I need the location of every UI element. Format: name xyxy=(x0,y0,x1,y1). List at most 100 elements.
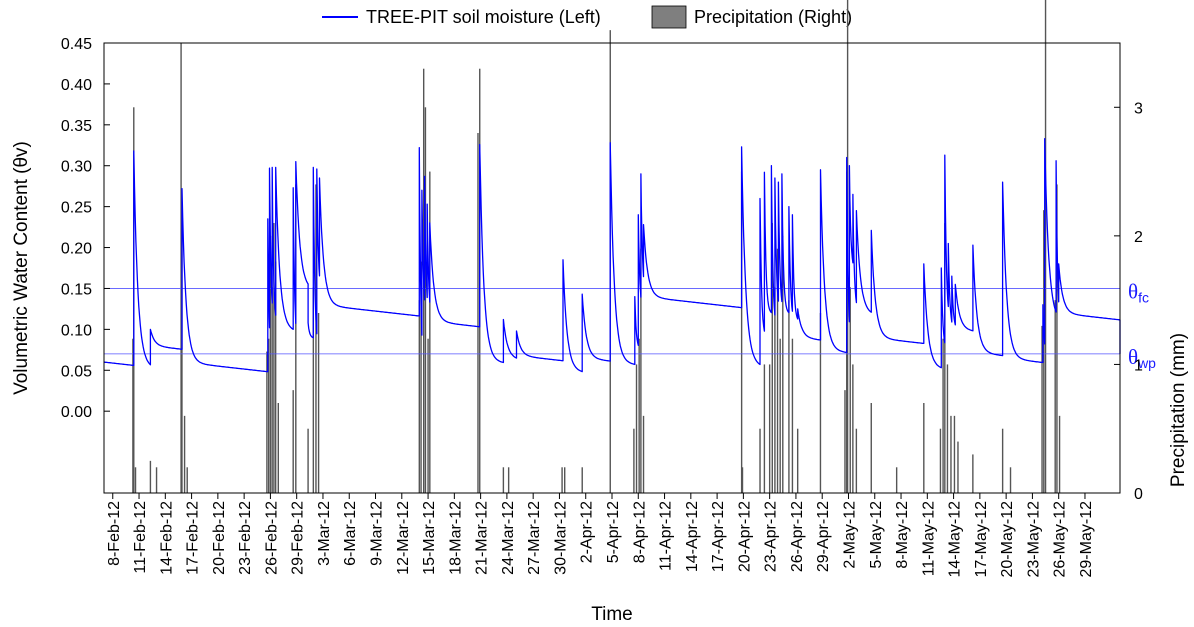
y-left-tick-label-8: 0.40 xyxy=(61,77,92,94)
precip-bar-30 xyxy=(502,467,505,493)
x-tick-label-32: 14-May-12 xyxy=(947,501,964,578)
x-tick-label-9: 6-Mar-12 xyxy=(342,501,359,566)
x-tick-label-5: 23-Feb-12 xyxy=(237,501,254,575)
precip-bar-62 xyxy=(895,467,898,493)
y-left-tick-label-0: 0.00 xyxy=(61,404,92,421)
precip-bar-14 xyxy=(274,261,277,493)
x-tick-label-8: 3-Mar-12 xyxy=(316,501,333,566)
precip-bar-18 xyxy=(307,428,309,493)
precip-bar-69 xyxy=(953,415,956,493)
precip-bar-75 xyxy=(1043,210,1045,493)
precip-bar-12 xyxy=(271,287,273,493)
reference-label-1: θwp xyxy=(1128,345,1156,371)
x-tick-label-26: 26-Apr-12 xyxy=(789,501,806,572)
x-tick-label-11: 12-Mar-12 xyxy=(395,501,412,575)
x-tick-label-35: 23-May-12 xyxy=(1025,501,1042,578)
y-left-tick-label-4: 0.20 xyxy=(61,241,92,258)
precip-bar-13 xyxy=(273,223,275,493)
y-left-tick-label-5: 0.25 xyxy=(61,200,92,217)
reference-lines: θfc θwp xyxy=(104,279,1156,371)
precip-bar-26 xyxy=(427,338,429,493)
y-right-tick-label-1: 1 xyxy=(1134,357,1143,374)
precip-bar-64 xyxy=(939,428,942,493)
x-tick-label-33: 17-May-12 xyxy=(973,501,990,578)
precip-bar-36 xyxy=(633,428,635,493)
precip-bar-66 xyxy=(944,223,946,493)
precip-bar-46 xyxy=(771,223,773,493)
precip-bar-58 xyxy=(849,287,851,493)
x-tick-label-15: 24-Mar-12 xyxy=(500,501,517,575)
precip-bar-44 xyxy=(763,364,766,493)
precip-bar-21 xyxy=(317,313,320,493)
x-tick-label-23: 17-Apr-12 xyxy=(710,501,727,572)
precipitation-bars xyxy=(132,0,1061,494)
x-tick-label-36: 26-May-12 xyxy=(1052,501,1069,578)
precip-bar-32 xyxy=(561,467,563,493)
x-tick-label-37: 29-May-12 xyxy=(1078,501,1095,578)
x-tick-label-3: 17-Feb-12 xyxy=(185,501,202,575)
precip-bar-2 xyxy=(134,467,137,493)
x-tick-label-34: 20-May-12 xyxy=(999,501,1016,578)
x-tick-label-12: 15-Mar-12 xyxy=(421,501,438,575)
precip-bar-37 xyxy=(635,364,638,493)
y-left-tick-label-7: 0.35 xyxy=(61,118,92,135)
precip-bar-61 xyxy=(870,403,872,493)
precip-bar-70 xyxy=(957,441,959,493)
precip-bar-38 xyxy=(638,338,640,493)
precip-bar-49 xyxy=(779,338,781,493)
x-tick-label-2: 14-Feb-12 xyxy=(158,501,175,575)
precip-bar-25 xyxy=(424,107,427,493)
legend-label-soil-moisture: TREE-PIT soil moisture (Left) xyxy=(366,7,601,27)
x-tick-label-14: 21-Mar-12 xyxy=(474,501,491,575)
precip-bar-47 xyxy=(774,287,776,493)
x-tick-label-10: 9-Mar-12 xyxy=(369,501,386,566)
y-right-tick-label-2: 2 xyxy=(1134,229,1143,246)
x-tick-label-1: 11-Feb-12 xyxy=(132,501,149,574)
precip-bar-22 xyxy=(418,300,421,493)
precip-bar-76 xyxy=(1044,0,1047,493)
precip-bar-23 xyxy=(420,261,422,493)
precip-bar-41 xyxy=(740,171,743,493)
y-left-tick-label-9: 0.45 xyxy=(61,36,92,53)
precip-bar-34 xyxy=(581,467,583,493)
y-axis-title-left: Volumetric Water Content (θv) xyxy=(11,141,32,395)
legend: TREE-PIT soil moisture (Left) Precipitat… xyxy=(322,5,852,29)
precip-bar-17 xyxy=(295,184,297,493)
x-tick-label-16: 27-Mar-12 xyxy=(526,501,543,575)
x-tick-label-7: 29-Feb-12 xyxy=(290,501,307,575)
x-tick-label-22: 14-Apr-12 xyxy=(684,501,701,572)
precip-bar-53 xyxy=(796,428,799,493)
precip-bar-63 xyxy=(923,403,925,493)
precip-bar-40 xyxy=(642,415,645,493)
precip-bar-29 xyxy=(477,133,479,493)
precip-bar-6 xyxy=(181,223,183,493)
precip-bar-60 xyxy=(855,428,858,493)
reference-label-0: θfc xyxy=(1128,279,1149,305)
precip-bar-19 xyxy=(312,287,315,493)
precip-bar-15 xyxy=(277,403,279,493)
precip-bar-77 xyxy=(1054,300,1056,493)
precip-bar-55 xyxy=(844,390,846,493)
y-left-tick-label-1: 0.05 xyxy=(61,363,92,380)
x-tick-label-20: 8-Apr-12 xyxy=(631,501,648,563)
precip-bar-42 xyxy=(741,467,744,493)
precip-bar-50 xyxy=(782,235,784,494)
precip-bar-51 xyxy=(788,300,790,493)
precip-bar-79 xyxy=(1058,415,1061,493)
right-y-axis: 0 1 2 3 xyxy=(1114,100,1143,503)
precip-bar-54 xyxy=(819,313,822,493)
precip-bar-5 xyxy=(180,43,182,493)
precip-bar-3 xyxy=(149,460,152,493)
precip-bar-59 xyxy=(852,364,854,493)
precip-bar-43 xyxy=(759,428,761,493)
precip-bar-10 xyxy=(267,338,270,493)
legend-label-precipitation: Precipitation (Right) xyxy=(694,7,852,27)
left-y-axis: 0.00 0.05 0.10 0.15 0.20 0.25 0.30 0.35 0.40 0.45 xyxy=(61,36,110,421)
precip-bar-67 xyxy=(946,364,949,493)
precip-bar-78 xyxy=(1056,184,1058,493)
x-axis: 8-Feb-12 11-Feb-12 14-Feb-12 17-Feb-12 20-Fe… xyxy=(106,493,1095,577)
x-tick-label-28: 2-May-12 xyxy=(841,501,858,569)
precip-bar-20 xyxy=(315,184,317,493)
x-tick-label-27: 29-Apr-12 xyxy=(815,501,832,572)
